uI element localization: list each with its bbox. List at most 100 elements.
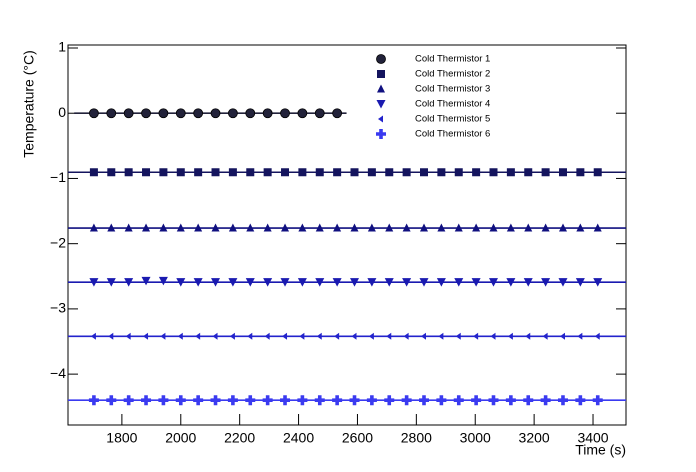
legend-label: Cold Thermistor 5 (415, 114, 490, 125)
point (594, 332, 600, 340)
point (106, 278, 116, 287)
point (593, 223, 602, 232)
point (386, 332, 392, 340)
point (576, 223, 585, 232)
point (211, 168, 220, 177)
point (90, 332, 96, 340)
legend-marker (377, 84, 385, 93)
y-tick-label: 1 (58, 39, 66, 55)
point (471, 278, 481, 287)
point (123, 108, 134, 119)
point (142, 168, 151, 177)
y-tick-label: 0 (58, 104, 66, 120)
point (505, 395, 516, 406)
point (299, 332, 305, 340)
point (490, 332, 496, 340)
legend-label: Cold Thermistor 2 (415, 69, 490, 80)
point (420, 223, 429, 232)
y-tick-label: −1 (50, 169, 66, 185)
point (401, 395, 412, 406)
y-tick-label: −4 (50, 365, 66, 381)
legend-marker (376, 100, 386, 109)
x-tick-label: 3400 (577, 430, 608, 446)
y-tick-label: −3 (50, 300, 66, 316)
point (297, 108, 308, 119)
point (247, 332, 253, 340)
point (262, 395, 273, 406)
point (558, 223, 567, 232)
point (124, 168, 133, 177)
point (592, 395, 603, 406)
point (523, 395, 534, 406)
point (454, 278, 464, 287)
point (176, 223, 185, 232)
point (507, 332, 513, 340)
point (193, 395, 204, 406)
point (472, 168, 481, 177)
point (107, 168, 116, 177)
point (315, 168, 324, 177)
point (384, 278, 394, 287)
point (158, 108, 169, 119)
x-tick-label: 2800 (401, 430, 432, 446)
point (175, 395, 186, 406)
point (436, 395, 447, 406)
point (332, 108, 343, 119)
point (315, 278, 325, 287)
point (314, 395, 325, 406)
point (227, 395, 238, 406)
legend-label: Cold Thermistor 1 (415, 54, 490, 65)
point (159, 223, 168, 232)
point (454, 168, 463, 177)
point (280, 278, 290, 287)
point (575, 278, 585, 287)
point (227, 108, 238, 119)
point (228, 278, 238, 287)
point (402, 168, 411, 177)
point (263, 278, 273, 287)
point (89, 168, 98, 177)
point (557, 395, 568, 406)
point (402, 223, 411, 232)
point (454, 223, 463, 232)
point (245, 395, 256, 406)
point (106, 395, 117, 406)
point (367, 168, 376, 177)
point (559, 332, 565, 340)
point (419, 395, 430, 406)
point (262, 108, 273, 119)
point (228, 223, 237, 232)
point (593, 278, 603, 287)
point (558, 278, 568, 287)
point (142, 223, 151, 232)
point (367, 278, 377, 287)
point (280, 395, 291, 406)
point (366, 395, 377, 406)
point (488, 395, 499, 406)
point (558, 168, 567, 177)
point (332, 278, 342, 287)
point (281, 168, 290, 177)
point (194, 168, 203, 177)
point (540, 395, 551, 406)
point (420, 168, 429, 177)
legend-label: Cold Thermistor 4 (415, 99, 490, 110)
point (525, 332, 531, 340)
point (160, 332, 166, 340)
legend-marker (377, 70, 385, 78)
point (281, 223, 290, 232)
point (436, 278, 446, 287)
point (212, 332, 218, 340)
point (297, 395, 308, 406)
point (210, 108, 221, 119)
legend-marker (376, 54, 386, 64)
point (123, 395, 134, 406)
point (263, 168, 272, 177)
x-tick-label: 3200 (519, 430, 550, 446)
point (473, 332, 479, 340)
point (455, 332, 461, 340)
point (332, 395, 343, 406)
point (141, 276, 151, 286)
point (194, 223, 203, 232)
